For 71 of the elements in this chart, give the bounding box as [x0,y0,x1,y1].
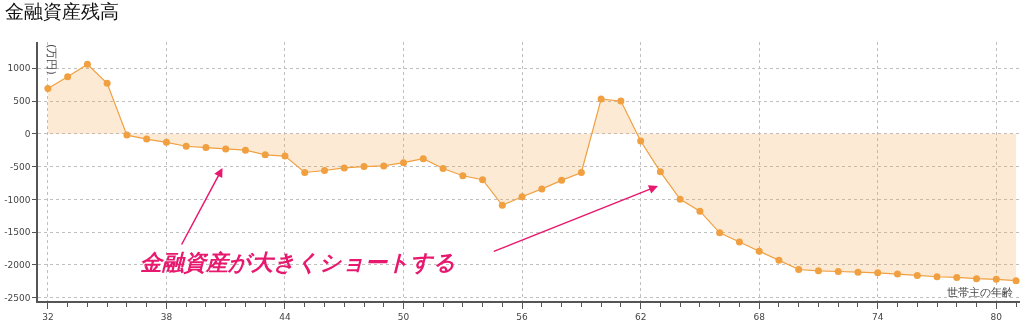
point [617,97,625,105]
point [498,201,506,209]
x-tick-label: 80 [990,311,1003,322]
point [182,142,190,150]
x-tick-label: 38 [160,311,173,322]
point [400,159,408,167]
point [202,144,210,152]
x-tick-label: 56 [516,311,529,322]
annotation: 金融資産が大きくショートする [140,250,456,275]
point [795,266,803,274]
x-tick-label: 62 [634,311,647,322]
point [894,270,901,278]
point [44,85,52,93]
x-tick-label: 50 [397,311,410,322]
point [261,151,269,159]
point [735,238,743,246]
point [419,155,427,163]
point [1012,277,1020,285]
x-axis-title: 世帯主の年齢 [947,286,1013,299]
point [123,131,131,139]
y-tick-label: -1000 [4,194,31,205]
y-axis-title: (万円) [44,44,58,75]
point [321,167,328,175]
point [340,164,348,172]
point [874,269,882,277]
point [696,207,704,215]
point [973,275,981,283]
x-tick-label: 44 [279,311,291,322]
y-tick-label: -2500 [4,292,31,303]
point [103,79,111,87]
y-tick-label: -500 [10,161,31,172]
point [83,60,91,68]
y-tick-label: -1500 [4,227,31,238]
point [913,271,921,279]
point [558,176,566,184]
point [933,273,941,281]
point [637,137,645,145]
point [360,163,368,171]
point [380,162,388,170]
point [162,138,170,146]
point [597,95,605,103]
point [301,168,309,176]
point [281,152,289,160]
point [439,165,447,173]
x-tick-label: 68 [753,311,766,322]
y-tick-label: 0 [24,128,31,139]
point [716,229,724,237]
point [222,145,230,153]
y-tick-label: 1000 [7,63,31,74]
point [676,195,684,203]
x-tick-label: 32 [42,311,54,322]
point [64,73,72,81]
point [479,176,487,184]
y-tick-label: 500 [13,96,31,107]
chart-title: 金融資産残高 [5,0,120,23]
point [775,256,783,264]
point [241,146,249,154]
point [834,267,842,275]
point [577,168,585,176]
point [814,267,822,275]
point [459,172,467,180]
point [953,273,961,281]
point [992,275,1000,283]
point [656,168,664,176]
point [854,268,862,276]
point [143,135,151,143]
point [755,247,763,255]
x-tick-label: 74 [872,311,884,322]
point [518,193,526,201]
point [538,185,546,193]
y-tick-label: -2000 [4,260,31,271]
